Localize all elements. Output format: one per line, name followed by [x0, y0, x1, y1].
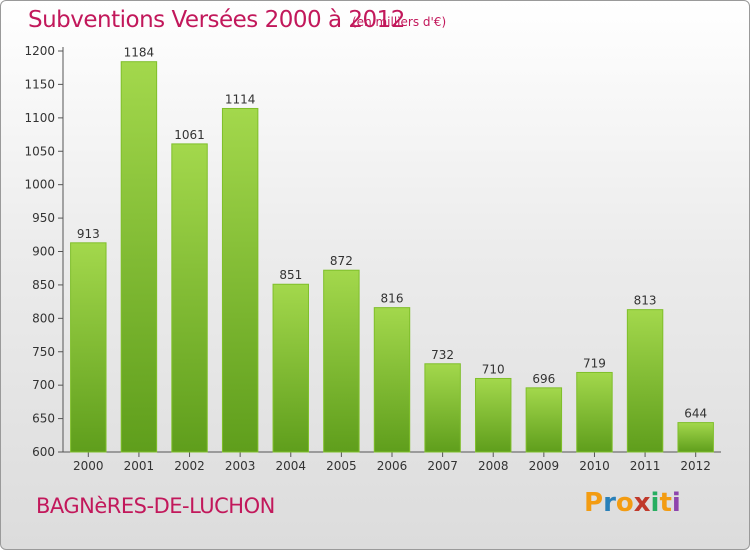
x-tick-label: 2005	[326, 459, 357, 473]
bar-value-label: 1061	[174, 128, 205, 142]
bar-value-label: 851	[279, 268, 302, 282]
y-tick-label: 1150	[24, 77, 55, 91]
logo-letter: P	[584, 488, 604, 518]
y-tick-label: 850	[32, 278, 55, 292]
y-tick-label: 1050	[24, 144, 55, 158]
x-tick-label: 2012	[680, 459, 711, 473]
y-tick-label: 650	[32, 412, 55, 426]
chart-bars	[70, 61, 714, 453]
logo-letter: i	[671, 488, 681, 518]
x-tick-label: 2011	[630, 459, 661, 473]
y-tick-label: 1200	[24, 44, 55, 58]
y-tick-label: 900	[32, 245, 55, 259]
x-tick-label: 2003	[225, 459, 256, 473]
bar-2008	[475, 377, 512, 453]
logo-letter: t	[659, 488, 672, 518]
y-tick-label: 1000	[24, 178, 55, 192]
bar-2000	[70, 242, 107, 453]
bar-value-label: 816	[381, 292, 404, 306]
bar-2004	[272, 283, 309, 453]
chart-title: Subventions Versées 2000 à 2012	[28, 7, 405, 33]
bar-value-label: 1184	[124, 46, 155, 60]
logo-letter: r	[603, 488, 616, 518]
bar-2007	[424, 363, 461, 453]
y-tick-label: 600	[32, 445, 55, 459]
bar-value-label: 710	[482, 362, 505, 376]
y-tick-label: 800	[32, 311, 55, 325]
x-tick-label: 2008	[478, 459, 509, 473]
bar-value-label: 1114	[225, 92, 256, 106]
bar-value-label: 813	[634, 294, 657, 308]
chart-subtitle: (en milliers d'€)	[352, 15, 447, 29]
chart-labels: 913 2000 1184 2001 1061 2002 1114 2003 851 2004 87…	[73, 46, 711, 473]
x-tick-label: 2010	[579, 459, 610, 473]
bar-2005	[323, 269, 360, 453]
logo-letter: i	[650, 488, 660, 518]
y-tick-label: 950	[32, 211, 55, 225]
bar-2006	[373, 307, 411, 453]
x-tick-label: 2000	[73, 459, 104, 473]
city-name: BAGNèRES-DE-LUCHON	[36, 494, 275, 518]
y-tick-label: 1100	[24, 111, 55, 125]
bar-2012	[677, 422, 714, 453]
bar-2001	[120, 61, 158, 453]
x-tick-label: 2007	[427, 459, 458, 473]
y-tick-label: 750	[32, 345, 55, 359]
logo-letter: o	[615, 488, 634, 518]
logo-letter: x	[633, 488, 651, 518]
bar-2003	[221, 107, 259, 453]
x-tick-label: 2009	[529, 459, 560, 473]
proxiti-logo[interactable]: Proxiti	[584, 488, 681, 518]
bar-value-label: 913	[77, 227, 100, 241]
chart-axes: 600 650 700 750 800 850 900 950 1000 1050 1100 1150…	[24, 44, 721, 459]
bar-value-label: 644	[684, 407, 707, 421]
x-tick-label: 2006	[377, 459, 408, 473]
bar-value-label: 719	[583, 356, 606, 370]
bar-value-label: 696	[532, 372, 555, 386]
bar-value-label: 732	[431, 348, 454, 362]
bar-2010	[576, 371, 613, 453]
bar-value-label: 872	[330, 254, 353, 268]
y-tick-label: 700	[32, 378, 55, 392]
bar-2011	[626, 309, 664, 453]
bar-2009	[525, 387, 563, 453]
x-tick-label: 2004	[275, 459, 306, 473]
bar-2002	[171, 143, 208, 453]
x-tick-label: 2002	[174, 459, 205, 473]
x-tick-label: 2001	[124, 459, 155, 473]
